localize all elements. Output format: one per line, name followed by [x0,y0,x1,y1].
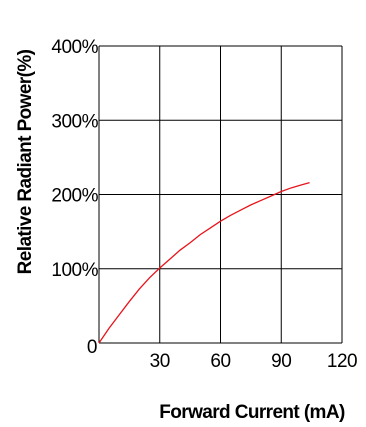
y-axis-title: Relative Radiant Power(%) [15,49,36,274]
y-tick-label: 100% [51,260,98,281]
x-axis-title: Forward Current (mA) [159,402,345,423]
x-tick-label: 90 [271,351,291,372]
y-tick-labels: 100% 200% 300% 400% [51,37,99,281]
x-tick-labels: 0 30 60 90 120 [87,337,358,372]
x-tick-label: 0 [87,337,97,358]
x-tick-label: 60 [210,351,230,372]
x-tick-label: 30 [150,351,170,372]
series-layer [98,181,310,344]
grid [98,45,343,344]
y-tick-label: 200% [51,186,98,207]
series-line [98,181,310,344]
y-tick-label: 300% [51,111,98,132]
x-tick-label: 120 [327,351,357,372]
y-tick-label: 400% [51,37,98,58]
